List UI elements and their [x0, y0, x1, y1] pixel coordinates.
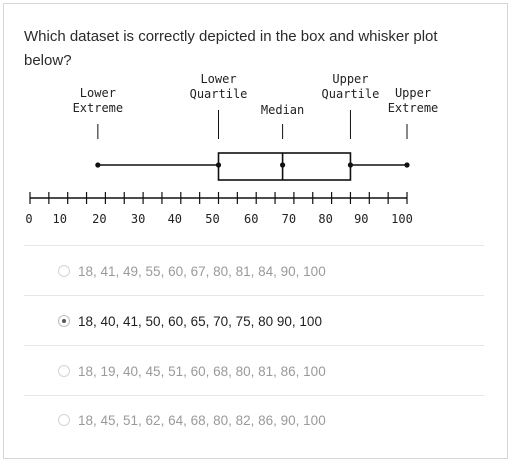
- upper-extreme-label-line: Upper: [395, 86, 431, 100]
- radio-button-selected[interactable]: [58, 315, 70, 327]
- lower-quartile-label-line: Lower: [200, 72, 236, 86]
- lower-extreme-label-line: Extreme: [73, 101, 124, 115]
- axis-tick-label: 70: [282, 212, 296, 226]
- upper-quartile-point: [347, 162, 354, 168]
- divider: [24, 345, 484, 346]
- radio-button[interactable]: [58, 414, 70, 426]
- axis-tick-label: 0: [25, 212, 32, 226]
- question-card: Which dataset is correctly depicted in t…: [3, 3, 508, 459]
- radio-button[interactable]: [58, 365, 70, 377]
- answer-option-text: 18, 40, 41, 50, 60, 65, 70, 75, 80 90, 1…: [78, 313, 322, 329]
- median-label-line: Median: [261, 103, 304, 117]
- axis-tick-label: 60: [244, 212, 258, 226]
- answer-option-text: 18, 19, 40, 45, 51, 60, 68, 80, 81, 86, …: [78, 363, 326, 379]
- divider: [24, 245, 484, 246]
- question-text: Which dataset is correctly depicted in t…: [24, 28, 438, 69]
- upper-quartile-label-line: Quartile: [322, 87, 380, 101]
- answer-option-2[interactable]: 18, 40, 41, 50, 60, 65, 70, 75, 80 90, 1…: [24, 297, 484, 345]
- answer-option-1[interactable]: 18, 41, 49, 55, 60, 67, 80, 81, 84, 90, …: [24, 247, 484, 295]
- axis-tick-label: 10: [52, 212, 66, 226]
- axis-tick-label: 50: [205, 212, 219, 226]
- axis-tick-label: 30: [131, 212, 145, 226]
- answer-option-3[interactable]: 18, 19, 40, 45, 51, 60, 68, 80, 81, 86, …: [24, 347, 484, 395]
- axis-tick-label: 80: [318, 212, 332, 226]
- divider: [24, 295, 484, 296]
- box-and-whisker-plot: LowerExtremeLowerQuartileMedianUpperQuar…: [25, 72, 439, 226]
- axis-tick-label: 40: [168, 212, 182, 226]
- lower-extreme-label-line: Lower: [80, 86, 116, 100]
- upper-extreme-label-line: Extreme: [388, 101, 439, 115]
- lower-extreme-point: [95, 162, 101, 168]
- median-point: [279, 162, 286, 168]
- answer-option-text: 18, 45, 51, 62, 64, 68, 80, 82, 86, 90, …: [78, 412, 326, 428]
- axis-tick-label: 90: [354, 212, 368, 226]
- radio-button[interactable]: [58, 265, 70, 277]
- divider: [24, 395, 484, 396]
- upper-quartile-label-line: Upper: [332, 72, 368, 86]
- axis-tick-label: 20: [92, 212, 106, 226]
- answer-option-4[interactable]: 18, 45, 51, 62, 64, 68, 80, 82, 86, 90, …: [24, 396, 484, 444]
- lower-quartile-point: [215, 162, 222, 168]
- axis-tick-label: 100: [391, 212, 413, 226]
- lower-quartile-label-line: Quartile: [190, 87, 248, 101]
- answer-option-text: 18, 41, 49, 55, 60, 67, 80, 81, 84, 90, …: [78, 263, 326, 279]
- upper-extreme-point: [404, 162, 410, 168]
